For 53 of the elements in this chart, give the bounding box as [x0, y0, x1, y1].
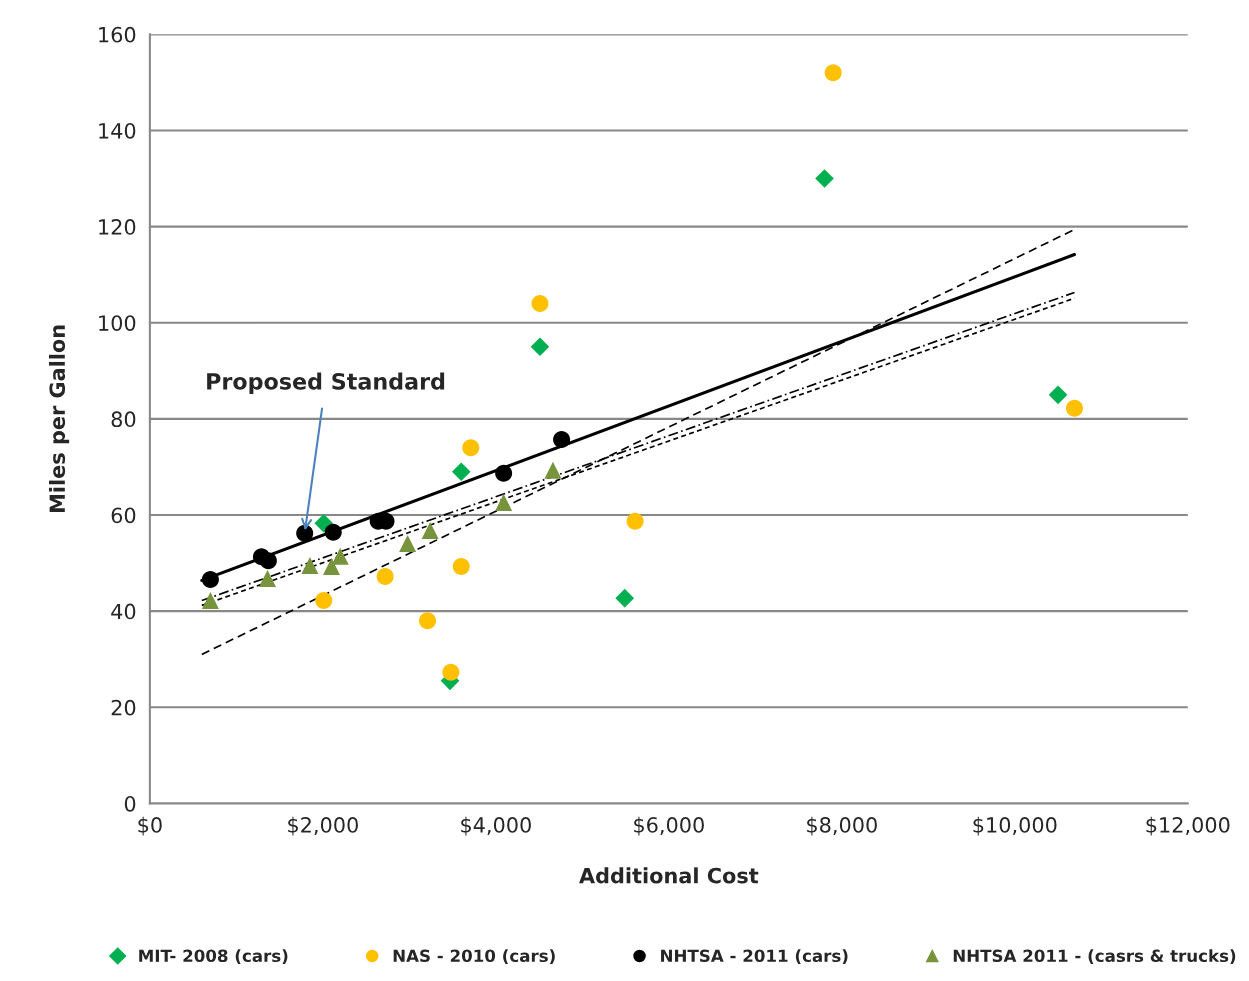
point: [259, 569, 277, 587]
point: [553, 431, 571, 449]
x-tick-label: $4,000: [461, 816, 531, 836]
y-tick-label: 60: [111, 507, 136, 524]
x-tick-label: $8,000: [807, 816, 877, 836]
x-tick-label: $2,000: [288, 816, 358, 836]
point: [1048, 385, 1068, 405]
point: [462, 439, 480, 457]
point: [442, 663, 460, 681]
point: [531, 295, 549, 313]
point: [376, 568, 394, 586]
point: [201, 592, 219, 610]
y-tick-label: 140: [99, 122, 136, 139]
annotation: Proposed Standard: [207, 372, 445, 395]
point: [495, 464, 513, 482]
legend-label: NAS - 2010 (cars): [393, 949, 555, 965]
y-tick-label: 160: [99, 26, 136, 43]
point: [323, 557, 341, 575]
point: [615, 588, 635, 608]
point: [296, 524, 314, 542]
legend-label: NHTSA - 2011 (cars): [661, 949, 848, 965]
point: [824, 64, 842, 82]
point: [452, 557, 470, 575]
y-tick-label: 0: [124, 795, 136, 812]
point: [530, 337, 550, 357]
point: [259, 552, 277, 570]
y-tick-label: 120: [99, 219, 136, 235]
x-tick-label: $10,000: [973, 816, 1057, 836]
y-tick-label: 100: [99, 315, 136, 331]
x-axis-title: Additional Cost: [579, 867, 759, 884]
point: [1065, 399, 1083, 417]
point: [495, 494, 513, 512]
point: [544, 461, 562, 479]
point: [451, 462, 471, 482]
point: [201, 570, 219, 588]
legend-label: MIT- 2008 (cars): [139, 949, 288, 965]
point: [324, 523, 342, 541]
y-tick-label: 20: [111, 699, 136, 716]
y-tick-label: 80: [111, 411, 136, 428]
y-axis-title: Miles per Gallon: [48, 325, 70, 512]
y-tick-label: 40: [111, 603, 136, 620]
legend-label: NHTSA 2011 - (casrs & trucks): [953, 949, 1236, 965]
x-tick-label: $0: [138, 816, 162, 836]
x-tick-label: $12,000: [1146, 816, 1230, 836]
point: [626, 512, 644, 530]
point: [815, 169, 834, 188]
point: [331, 547, 349, 565]
point: [419, 612, 437, 630]
point: [315, 592, 333, 610]
point: [421, 521, 439, 539]
x-tick-label: $6,000: [634, 816, 704, 836]
point: [399, 534, 417, 552]
point: [301, 556, 319, 574]
